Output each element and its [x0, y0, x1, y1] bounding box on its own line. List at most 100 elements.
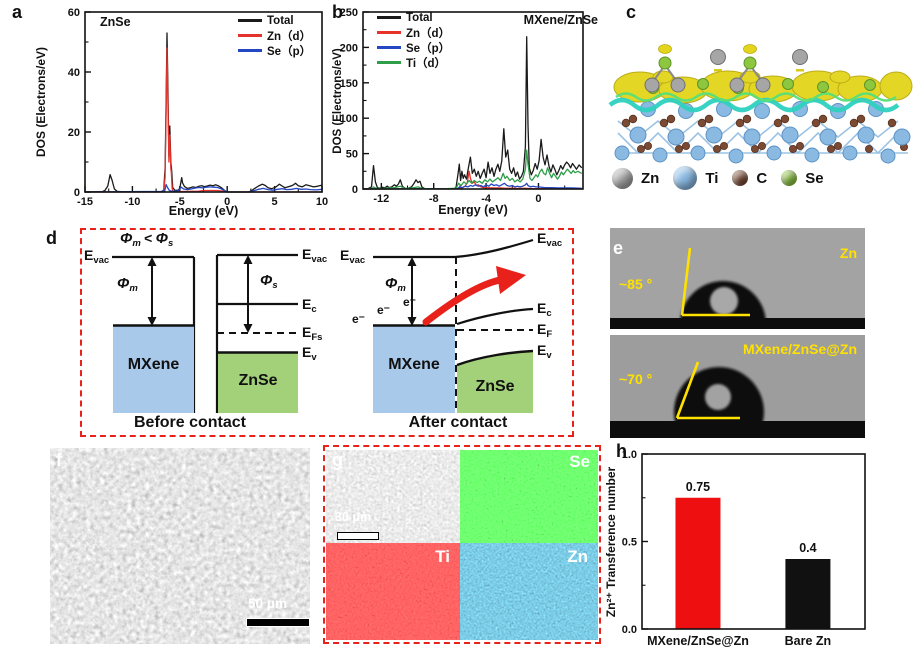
svg-text:-12: -12	[373, 193, 389, 205]
mxene-box-label: MXene	[127, 356, 180, 373]
panel-b-title: MXene/ZnSe	[523, 13, 598, 27]
legend-item: Total	[238, 14, 311, 27]
sample-name: Zn	[839, 245, 857, 261]
panel-a-x-axis-label: Energy (eV)	[168, 204, 239, 218]
se-atom-icon	[781, 170, 798, 186]
droplet-image	[610, 361, 865, 438]
eds-map-ti: Ti	[326, 543, 460, 640]
svg-text:0: 0	[224, 196, 230, 208]
dos-chart-mxene-znse: -12 -8 -4 0 0 50 100 150 200 250	[340, 7, 584, 205]
before-contact-caption: Before contact	[133, 414, 247, 431]
eds-map-sem: g 30 μm	[326, 450, 460, 543]
svg-text:0: 0	[352, 184, 358, 196]
phi-m-label: Φm	[385, 275, 406, 294]
svg-text:0.5: 0.5	[622, 537, 637, 549]
svg-text:-10: -10	[124, 196, 140, 208]
eds-map-se: Se	[460, 450, 598, 543]
legend-item: Se（p）	[238, 44, 311, 58]
legend-line-swatch	[238, 49, 262, 52]
charge-density-structure-image	[608, 44, 913, 164]
legend-item: Zn（d）	[238, 29, 311, 43]
transference-number-bar-chart: 0.0 0.5 1.0 0.75 MXene/ZnSe@Zn 0.4 Bare Zn	[622, 449, 866, 648]
legend-item-se: Se	[781, 170, 824, 187]
electron-label: e⁻	[352, 312, 366, 326]
svg-text:-8: -8	[429, 193, 439, 205]
svg-text:200: 200	[340, 42, 358, 54]
svg-text:20: 20	[68, 127, 80, 139]
legend-item: Ti（d）	[377, 56, 450, 70]
legend-line-swatch	[377, 61, 401, 64]
legend-item: Se（p）	[377, 41, 450, 55]
evac-label: Evac	[84, 247, 110, 266]
legend-line-swatch	[377, 31, 401, 34]
band-diagram-border	[80, 228, 574, 437]
panel-b-label: b	[332, 2, 343, 22]
contact-angle-photo-zn: e ~85 ° Zn	[610, 228, 865, 329]
svg-text:-5: -5	[175, 196, 185, 208]
scale-bar	[246, 618, 310, 627]
panel-b-legend: Total Zn（d） Se（p） Ti（d）	[377, 11, 450, 70]
legend-item-zn: Zn	[612, 167, 659, 189]
svg-text:100: 100	[340, 113, 358, 125]
ev-label: Ev	[537, 342, 552, 361]
svg-text:10: 10	[316, 196, 328, 208]
legend-item: Zn（d）	[377, 26, 450, 40]
band-diagram-drawing	[112, 238, 534, 413]
panel-e-label: e	[613, 238, 624, 258]
scale-bar	[337, 532, 379, 540]
svg-text:0: 0	[74, 187, 80, 199]
legend-item-ti: Ti	[673, 166, 718, 190]
sem-image: f 50 μm	[50, 448, 310, 644]
panel-h-label: h	[616, 441, 627, 461]
svg-text:Bare Zn: Bare Zn	[785, 634, 832, 648]
dos-chart-znse: -15 -10 -5 0 5 10 0 20 40 60	[68, 7, 328, 208]
ti-atom-icon	[673, 166, 698, 190]
svg-text:40: 40	[68, 67, 80, 79]
legend-line-swatch	[377, 46, 401, 49]
after-contact-caption: After contact	[408, 414, 508, 431]
element-label-ti: Ti	[435, 547, 450, 566]
svg-text:150: 150	[340, 78, 358, 90]
panel-c-atom-legend: Zn Ti C Se	[612, 166, 824, 190]
svg-text:250: 250	[340, 7, 358, 19]
svg-text:MXene/ZnSe@Zn: MXene/ZnSe@Zn	[647, 634, 749, 648]
znse-box-label: ZnSe	[238, 372, 278, 389]
panel-c-label: c	[626, 2, 637, 22]
znse-box-label: ZnSe	[475, 378, 515, 395]
element-label-zn: Zn	[567, 547, 588, 566]
eds-map-zn: Zn	[460, 543, 598, 640]
svg-text:1.0: 1.0	[622, 449, 637, 461]
efs-label: EFs	[302, 324, 323, 343]
panel-a-label: a	[12, 2, 23, 22]
contact-angle-photo-mxene-znse: ~70 ° MXene/ZnSe@Zn	[610, 335, 865, 438]
svg-text:-4: -4	[481, 193, 492, 205]
svg-text:-15: -15	[77, 196, 93, 208]
evac-label: Evac	[302, 246, 328, 265]
contact-angle-value: ~85 °	[619, 276, 653, 292]
sample-name: MXene/ZnSe@Zn	[743, 341, 857, 357]
evac-label: Evac	[340, 247, 366, 266]
legend-line-swatch	[377, 16, 401, 19]
electron-label: e⁻	[377, 303, 391, 317]
legend-line-swatch	[238, 34, 262, 37]
panel-f-label: f	[56, 450, 62, 470]
scale-text: 30 μm	[335, 510, 372, 524]
ev-label: Ev	[302, 344, 317, 363]
zn-atom-icon	[612, 167, 633, 189]
sem-texture	[50, 448, 310, 644]
panel-b-x-axis-label: Energy (eV)	[438, 203, 508, 217]
electron-label: e⁻	[403, 295, 417, 309]
c-atom-icon	[732, 170, 749, 186]
ec-label: Ec	[537, 300, 552, 319]
panel-a-legend: Total Zn（d） Se（p）	[238, 14, 311, 58]
legend-item-c: C	[732, 170, 767, 187]
svg-text:0.0: 0.0	[622, 624, 637, 636]
svg-text:0.75: 0.75	[686, 480, 710, 494]
svg-text:50: 50	[346, 149, 358, 161]
phi-s-label: Φs	[260, 272, 278, 291]
phi-m-label: Φm	[117, 275, 138, 294]
scale-text: 50 μm	[248, 596, 288, 611]
droplet-image	[610, 247, 865, 329]
mxene-box-label: MXene	[388, 356, 440, 373]
